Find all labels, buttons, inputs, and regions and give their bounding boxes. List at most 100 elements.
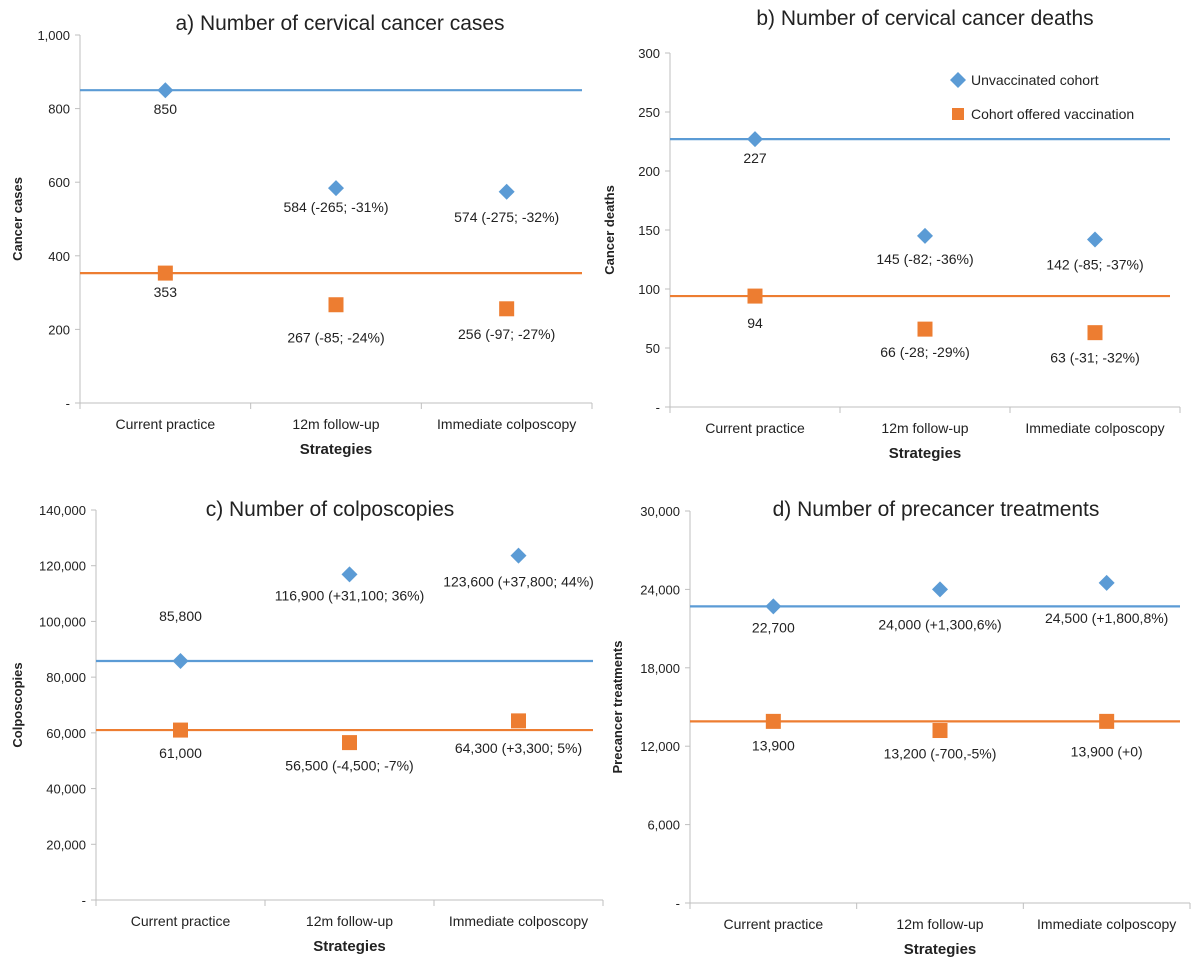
x-axis-label: Strategies — [313, 938, 386, 955]
data-label: 353 — [154, 284, 178, 300]
data-label: 574 (-275; -32%) — [454, 209, 559, 225]
data-label: 22,700 — [752, 619, 795, 635]
x-tick-label: Immediate colposcopy — [1025, 420, 1164, 436]
data-label: 66 (-28; -29%) — [880, 344, 969, 360]
y-tick-label: 200 — [48, 322, 70, 337]
chart-title: a) Number of cervical cancer cases — [175, 12, 504, 35]
data-point-unvaccinated — [498, 183, 515, 200]
legend-marker-unvaccinated — [950, 72, 966, 88]
data-point-vaccinated — [917, 321, 933, 337]
x-tick-label: Immediate colposcopy — [1037, 916, 1176, 932]
chart-title: c) Number of colposcopies — [206, 498, 455, 521]
x-tick-label: 12m follow-up — [306, 913, 393, 929]
data-label: 24,000 (+1,300,6%) — [878, 616, 1001, 632]
x-tick-label: 12m follow-up — [896, 916, 983, 932]
y-tick-label: - — [676, 896, 680, 911]
y-tick-label: 140,000 — [39, 503, 86, 518]
y-axis-label: Cancer cases — [10, 177, 25, 261]
y-tick-label: 40,000 — [46, 782, 86, 797]
x-tick-label: Current practice — [705, 420, 805, 436]
y-tick-label: 150 — [638, 223, 660, 238]
data-point-unvaccinated — [157, 82, 174, 99]
y-tick-label: 12,000 — [640, 739, 680, 754]
y-axis-label: Precancer treatments — [610, 641, 625, 774]
y-tick-label: 300 — [638, 46, 660, 61]
y-tick-label: 1,000 — [37, 28, 70, 43]
x-tick-label: 12m follow-up — [292, 416, 379, 432]
data-label: 256 (-97; -27%) — [458, 326, 555, 342]
data-point-unvaccinated — [510, 547, 527, 564]
y-tick-label: 80,000 — [46, 670, 86, 685]
data-point-vaccinated — [932, 723, 948, 739]
legend-label-vaccinated: Cohort offered vaccination — [971, 106, 1134, 122]
data-point-vaccinated — [747, 288, 763, 304]
chart-panel-c: c) Number of colposcopies - 20,000 40,000 60… — [10, 498, 604, 955]
chart-title: b) Number of cervical cancer deaths — [756, 7, 1093, 30]
data-point-unvaccinated — [765, 598, 782, 615]
data-label: 94 — [747, 315, 763, 331]
chart-panel-b: b) Number of cervical cancer deaths - 50 10… — [602, 7, 1181, 462]
legend: Unvaccinated cohort Cohort offered vaccin… — [950, 72, 1134, 122]
data-point-unvaccinated — [328, 180, 344, 197]
y-tick-label: - — [82, 893, 86, 908]
y-tick-label: - — [66, 396, 70, 411]
data-label: 584 (-265; -31%) — [283, 199, 388, 215]
x-tick-label: Current practice — [131, 913, 231, 929]
legend-marker-vaccinated — [952, 108, 964, 120]
data-label: 61,000 — [159, 745, 202, 761]
data-label: 142 (-85; -37%) — [1046, 256, 1143, 272]
chart-title: d) Number of precancer treatments — [773, 498, 1100, 521]
data-point-vaccinated — [328, 297, 344, 313]
x-tick-label: 12m follow-up — [881, 420, 968, 436]
y-tick-label: 200 — [638, 164, 660, 179]
data-point-unvaccinated — [1098, 574, 1115, 591]
data-label: 13,900 (+0) — [1071, 743, 1143, 759]
chart-panel-a: a) Number of cervical cancer cases - 200 40… — [10, 12, 593, 458]
data-label: 123,600 (+37,800; 44%) — [443, 574, 594, 590]
data-point-vaccinated — [157, 265, 173, 281]
x-tick-label: Immediate colposcopy — [449, 913, 588, 929]
data-label: 145 (-82; -36%) — [876, 251, 973, 267]
x-axis-label: Strategies — [904, 941, 977, 957]
data-label: 13,900 — [752, 737, 795, 753]
data-point-unvaccinated — [341, 566, 358, 583]
data-point-vaccinated — [342, 735, 357, 751]
data-label: 850 — [154, 101, 178, 117]
y-tick-label: 400 — [48, 249, 70, 264]
y-tick-label: 800 — [48, 102, 70, 117]
data-point-vaccinated — [499, 301, 515, 317]
y-tick-label: 120,000 — [39, 559, 86, 574]
y-tick-label: 20,000 — [46, 837, 86, 852]
y-tick-label: 250 — [638, 105, 660, 120]
y-tick-label: 50 — [646, 341, 660, 356]
legend-label-unvaccinated: Unvaccinated cohort — [971, 72, 1099, 88]
data-point-vaccinated — [173, 722, 188, 738]
data-point-vaccinated — [765, 713, 781, 729]
data-point-unvaccinated — [932, 581, 948, 598]
x-tick-label: Current practice — [724, 916, 824, 932]
y-axis-label: Colposcopies — [10, 662, 25, 747]
y-tick-label: 24,000 — [640, 582, 680, 597]
x-tick-label: Immediate colposcopy — [437, 416, 576, 432]
data-label: 116,900 (+31,100; 36%) — [275, 587, 425, 603]
y-tick-label: 60,000 — [46, 726, 86, 741]
x-axis-label: Strategies — [300, 441, 373, 458]
chart-panel-d: d) Number of precancer treatments - 6,000 1… — [610, 498, 1191, 957]
y-tick-label: 100 — [638, 282, 660, 297]
data-point-vaccinated — [1099, 713, 1115, 729]
x-axis-label: Strategies — [889, 445, 962, 462]
data-label: 56,500 (-4,500; -7%) — [285, 758, 413, 774]
data-point-vaccinated — [511, 713, 526, 729]
y-tick-label: - — [656, 400, 660, 415]
y-tick-label: 6,000 — [647, 818, 680, 833]
data-point-unvaccinated — [747, 131, 763, 148]
data-label: 63 (-31; -32%) — [1050, 350, 1139, 366]
data-label: 267 (-85; -24%) — [287, 330, 384, 346]
y-tick-label: 600 — [48, 175, 70, 190]
data-label: 85,800 — [159, 608, 202, 624]
y-tick-label: 100,000 — [39, 614, 86, 629]
data-point-vaccinated — [1087, 325, 1103, 341]
y-tick-label: 30,000 — [640, 504, 680, 519]
